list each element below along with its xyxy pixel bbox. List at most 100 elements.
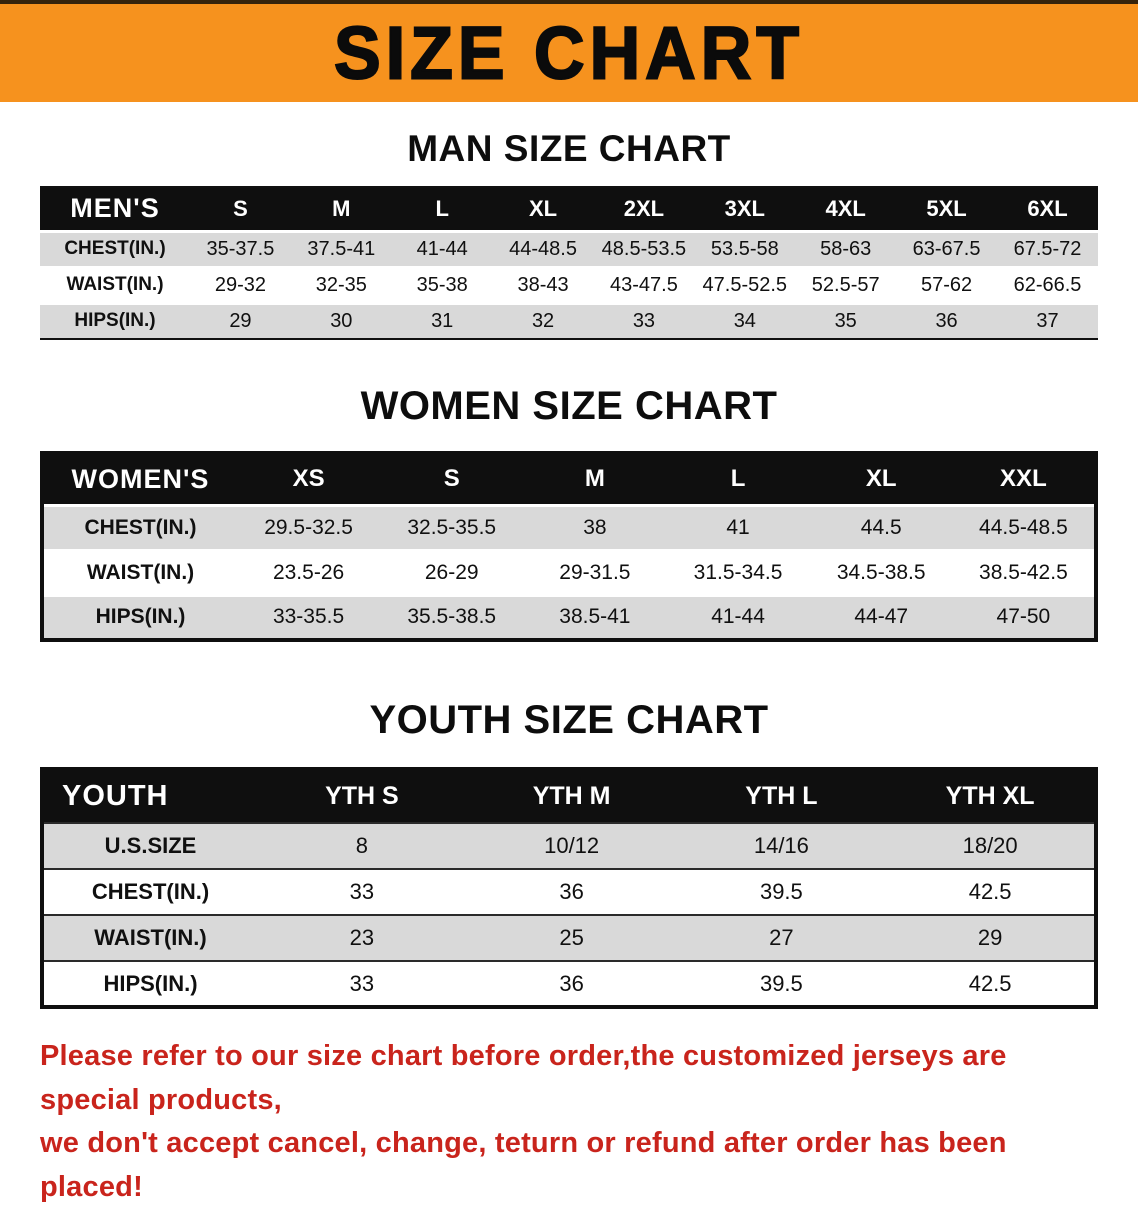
size-column-header: YTH L	[676, 769, 887, 823]
size-value-cell: 29	[886, 914, 1096, 961]
size-value-cell: 33	[257, 960, 467, 1007]
size-column-header: L	[391, 187, 493, 231]
table-row: WAIST(IN.) 23.5-26 26-29 29-31.5 31.5-34.5 34…	[42, 548, 1096, 595]
size-value-cell: 31.5-34.5	[666, 548, 810, 595]
size-value-cell: 41-44	[666, 593, 810, 640]
size-value-cell: 36	[466, 960, 677, 1007]
size-column-header: L	[666, 453, 810, 505]
size-column-header: YTH S	[257, 769, 467, 823]
size-value-cell: 35.5-38.5	[380, 593, 524, 640]
size-value-cell: 29	[190, 301, 291, 339]
size-column-header: M	[290, 187, 392, 231]
table-row: CHEST(IN.) 33 36 39.5 42.5	[42, 868, 1096, 915]
size-value-cell: 57-62	[896, 265, 997, 303]
size-value-cell: 29-32	[190, 265, 291, 303]
size-value-cell: 62-66.5	[997, 265, 1098, 303]
size-value-cell: 30	[290, 301, 392, 339]
size-column-header: 2XL	[593, 187, 695, 231]
size-column-header: XXL	[952, 453, 1096, 505]
size-value-cell: 25	[466, 914, 677, 961]
size-value-cell: 44-48.5	[492, 229, 594, 267]
women-section-heading: WOMEN SIZE CHART	[360, 384, 778, 428]
youth-size-section: YOUTH SIZE CHART YOUTH YTH S YTH M YTH L YTH…	[0, 698, 1138, 1009]
size-value-cell: 48.5-53.5	[593, 229, 695, 267]
row-label-cell: CHEST(IN.)	[42, 868, 257, 915]
men-section-heading: MAN SIZE CHART	[407, 128, 731, 169]
size-column-header: XL	[492, 187, 594, 231]
size-column-header: 4XL	[795, 187, 897, 231]
size-value-cell: 47-50	[952, 593, 1096, 640]
size-column-header: 6XL	[997, 187, 1098, 231]
size-value-cell: 8	[257, 822, 467, 869]
notice-line-2: we don't accept cancel, change, teturn o…	[40, 1127, 1007, 1203]
size-value-cell: 39.5	[676, 960, 887, 1007]
size-value-cell: 23	[257, 914, 467, 961]
size-value-cell: 35	[795, 301, 897, 339]
size-value-cell: 36	[896, 301, 997, 339]
size-value-cell: 36	[466, 868, 677, 915]
table-title-cell: YOUTH	[42, 769, 257, 823]
size-value-cell: 29.5-32.5	[237, 503, 381, 550]
table-title-cell: MEN'S	[40, 187, 190, 231]
row-label-cell: WAIST(IN.)	[42, 548, 237, 595]
order-notice: Please refer to our size chart before or…	[40, 1035, 1098, 1209]
table-header-row: MEN'S S M L XL 2XL 3XL 4XL 5XL 6XL	[40, 187, 1098, 231]
size-column-header: M	[523, 453, 667, 505]
table-row: CHEST(IN.) 29.5-32.5 32.5-35.5 38 41 44.5 44.5…	[42, 503, 1096, 550]
table-header-row: WOMEN'S XS S M L XL XXL	[42, 453, 1096, 505]
women-size-table: WOMEN'S XS S M L XL XXL CHEST(IN.) 29.5-32.5 32.5…	[40, 451, 1098, 642]
row-label-cell: HIPS(IN.)	[42, 960, 257, 1007]
size-value-cell: 38.5-41	[523, 593, 667, 640]
row-label-cell: HIPS(IN.)	[42, 593, 237, 640]
size-value-cell: 29-31.5	[523, 548, 667, 595]
size-value-cell: 38-43	[492, 265, 594, 303]
size-value-cell: 35-38	[391, 265, 493, 303]
size-value-cell: 32-35	[290, 265, 392, 303]
size-value-cell: 52.5-57	[795, 265, 897, 303]
table-row: HIPS(IN.) 33 36 39.5 42.5	[42, 960, 1096, 1007]
size-column-header: S	[380, 453, 524, 505]
size-value-cell: 32.5-35.5	[380, 503, 524, 550]
size-value-cell: 67.5-72	[997, 229, 1098, 267]
size-value-cell: 41-44	[391, 229, 493, 267]
size-value-cell: 32	[492, 301, 594, 339]
size-value-cell: 44.5-48.5	[952, 503, 1096, 550]
row-label-cell: U.S.SIZE	[42, 822, 257, 869]
notice-line-1: Please refer to our size chart before or…	[40, 1040, 1007, 1116]
size-column-header: YTH M	[466, 769, 677, 823]
size-value-cell: 33-35.5	[237, 593, 381, 640]
table-row: HIPS(IN.) 29 30 31 32 33 34 35 36 37	[40, 301, 1098, 339]
size-column-header: 3XL	[694, 187, 796, 231]
size-value-cell: 38.5-42.5	[952, 548, 1096, 595]
size-value-cell: 33	[257, 868, 467, 915]
size-value-cell: 47.5-52.5	[694, 265, 796, 303]
youth-size-table: YOUTH YTH S YTH M YTH L YTH XL U.S.SIZE 8 10/12…	[40, 767, 1098, 1009]
size-value-cell: 42.5	[886, 960, 1096, 1007]
table-row: HIPS(IN.) 33-35.5 35.5-38.5 38.5-41 41-44 44-…	[42, 593, 1096, 640]
size-column-header: XS	[237, 453, 381, 505]
row-label-cell: CHEST(IN.)	[42, 503, 237, 550]
men-size-table: MEN'S S M L XL 2XL 3XL 4XL 5XL 6XL CHEST(IN.) 35-37…	[40, 186, 1098, 340]
table-title-cell: WOMEN'S	[42, 453, 237, 505]
size-value-cell: 31	[391, 301, 493, 339]
size-value-cell: 23.5-26	[237, 548, 381, 595]
size-value-cell: 34	[694, 301, 796, 339]
size-value-cell: 37.5-41	[290, 229, 392, 267]
size-value-cell: 39.5	[676, 868, 887, 915]
size-value-cell: 58-63	[795, 229, 897, 267]
size-value-cell: 38	[523, 503, 667, 550]
row-label-cell: HIPS(IN.)	[40, 301, 190, 339]
size-value-cell: 35-37.5	[190, 229, 291, 267]
row-label-cell: WAIST(IN.)	[40, 265, 190, 303]
page-title: SIZE CHART	[333, 11, 804, 96]
size-value-cell: 18/20	[886, 822, 1096, 869]
size-column-header: XL	[809, 453, 953, 505]
size-column-header: 5XL	[896, 187, 997, 231]
size-value-cell: 43-47.5	[593, 265, 695, 303]
size-value-cell: 27	[676, 914, 887, 961]
size-value-cell: 14/16	[676, 822, 887, 869]
men-size-section: MAN SIZE CHART MEN'S S M L XL 2XL 3XL 4XL 5XL 6XL…	[0, 128, 1138, 340]
row-label-cell: WAIST(IN.)	[42, 914, 257, 961]
row-label-cell: CHEST(IN.)	[40, 229, 190, 267]
size-column-header: YTH XL	[886, 769, 1096, 823]
